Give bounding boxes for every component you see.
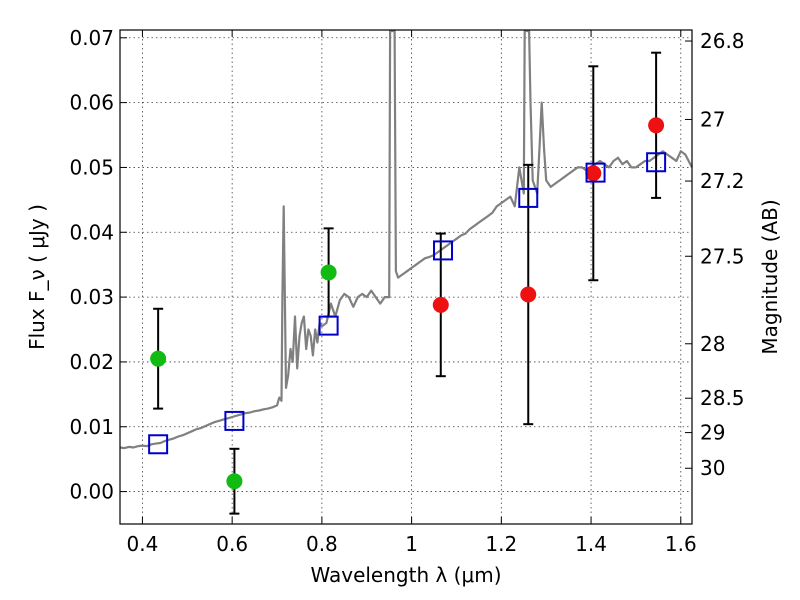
plot-frame xyxy=(119,29,693,525)
right-tick-label: 27.5 xyxy=(700,244,745,268)
y-tick-label: 0.06 xyxy=(69,91,114,115)
x-axis-label: Wavelength λ (μm) xyxy=(310,563,501,587)
right-tick-label: 28.5 xyxy=(700,386,745,410)
x-tick-label: 1.6 xyxy=(665,532,697,556)
spectrum-line xyxy=(119,29,693,450)
model-square xyxy=(148,434,169,455)
data-points xyxy=(150,117,665,490)
errorbars xyxy=(153,51,662,515)
right-tick-label: 27 xyxy=(700,107,725,131)
y-tick-label: 0.07 xyxy=(69,26,114,50)
right-tick-label: 26.8 xyxy=(700,29,745,53)
model-squares xyxy=(148,152,667,455)
red-point xyxy=(585,165,602,182)
model-square xyxy=(433,240,454,261)
model-square xyxy=(224,410,245,431)
red-point xyxy=(520,286,537,303)
y-axis-label: Flux F_ν ( μJy ) xyxy=(25,204,49,350)
x-tick-label: 1.4 xyxy=(575,532,607,556)
model-square xyxy=(585,162,606,183)
x-tick-label: 0.4 xyxy=(127,532,159,556)
right-axis-label: Magnitude (AB) xyxy=(758,199,782,354)
x-tick-label: 1.2 xyxy=(485,532,517,556)
red-point xyxy=(432,296,449,313)
right-tick-label: 29 xyxy=(700,421,725,445)
y-tick-label: 0.01 xyxy=(69,415,114,439)
y-tick-label: 0.04 xyxy=(69,220,114,244)
green-point xyxy=(226,473,243,490)
spectrum-series xyxy=(119,29,693,450)
x-tick-label: 0.6 xyxy=(216,532,248,556)
grid xyxy=(120,30,692,524)
y-tick-label: 0.03 xyxy=(69,285,114,309)
right-tick-label: 27.2 xyxy=(700,169,745,193)
green-point xyxy=(150,350,167,367)
axis-ticks: 0.4 0.6 0.8 1 1.2 1.4 1.6 0.00 0.01 0.02 0.03 0.04 0… xyxy=(69,26,744,556)
x-tick-label: 0.8 xyxy=(306,532,338,556)
green-point xyxy=(320,264,337,281)
x-tick-label: 1 xyxy=(405,532,418,556)
y-tick-label: 0.05 xyxy=(69,155,114,179)
right-tick-label: 28 xyxy=(700,332,725,356)
red-point xyxy=(648,117,665,134)
model-square xyxy=(646,152,667,173)
model-square xyxy=(518,187,539,208)
model-square xyxy=(318,315,339,336)
y-tick-label: 0.00 xyxy=(69,480,114,504)
y-tick-label: 0.02 xyxy=(69,350,114,374)
right-tick-label: 30 xyxy=(700,456,725,480)
